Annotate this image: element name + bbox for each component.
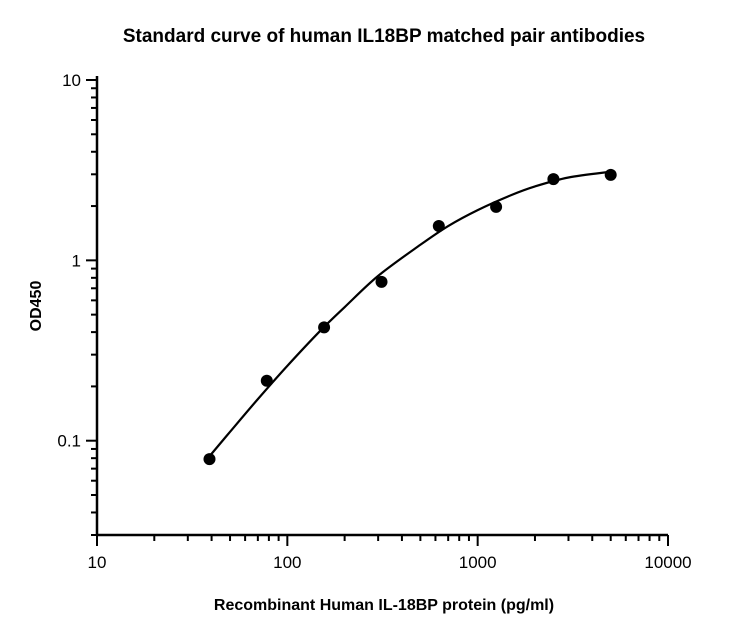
data-point — [547, 173, 560, 186]
axes — [95, 76, 668, 537]
data-point — [203, 453, 216, 466]
y-axis-label: OD450 — [28, 281, 45, 332]
y-tick-label: 1 — [72, 251, 81, 270]
data-point — [432, 220, 445, 233]
data-point — [604, 168, 617, 181]
x-tick-label: 1000 — [459, 553, 497, 572]
x-axis-label: Recombinant Human IL-18BP protein (pg/ml… — [214, 597, 554, 614]
data-point — [318, 321, 331, 334]
x-tick-label: 10 — [88, 553, 107, 572]
y-tick-label: 0.1 — [57, 432, 81, 451]
tick-labels: 10 100 1000 10000 0.1 1 10 — [57, 71, 691, 572]
x-tick-label: 100 — [273, 553, 301, 572]
fit-curve — [208, 170, 611, 457]
ticks — [86, 79, 669, 546]
y-tick-label: 10 — [62, 71, 81, 90]
chart-title: Standard curve of human IL18BP matched p… — [123, 26, 645, 47]
fit-curve-group — [208, 170, 611, 457]
data-point — [260, 374, 273, 387]
data-point — [490, 200, 503, 213]
data-point — [375, 275, 388, 288]
data-points — [203, 168, 617, 466]
x-tick-label: 10000 — [644, 553, 691, 572]
